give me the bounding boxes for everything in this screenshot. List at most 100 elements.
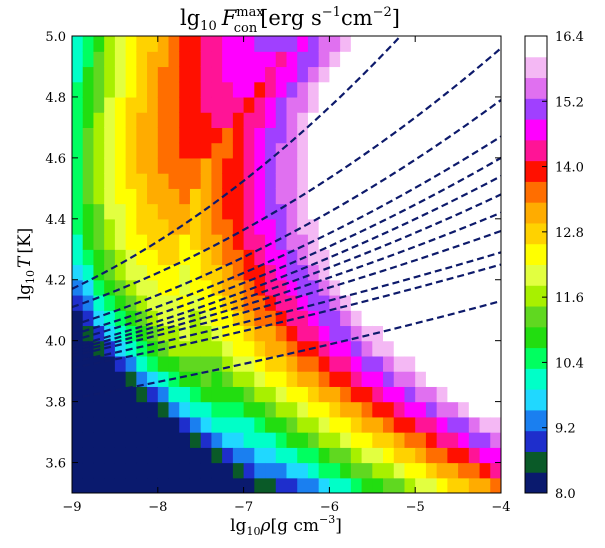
heatmap-cell <box>479 432 491 448</box>
heatmap-cell <box>350 218 363 235</box>
heatmap-cell <box>458 51 470 68</box>
heatmap-cell <box>222 294 234 311</box>
heatmap-cell <box>104 447 116 464</box>
heatmap-cell <box>243 218 255 235</box>
heatmap-cell <box>350 234 363 250</box>
heatmap-cell <box>458 142 470 159</box>
heatmap-cell <box>179 81 191 98</box>
colorbar-swatch <box>525 472 547 494</box>
heatmap-cell <box>222 310 234 327</box>
heatmap-cell <box>72 157 84 174</box>
heatmap-cell <box>232 234 245 250</box>
heatmap-cell <box>222 51 234 68</box>
heatmap-cell <box>179 294 191 311</box>
heatmap-cell <box>93 173 105 189</box>
heatmap-cell <box>232 340 245 357</box>
heatmap-cell <box>136 127 148 144</box>
heatmap-cell <box>72 81 84 98</box>
heatmap-cells <box>72 36 501 493</box>
heatmap-cell <box>415 66 427 83</box>
heatmap-cell <box>404 294 416 311</box>
heatmap-cell <box>265 416 277 433</box>
heatmap-cell <box>125 81 137 98</box>
heatmap-cell <box>329 264 341 281</box>
heatmap-cell <box>104 96 116 113</box>
heatmap-cell <box>372 127 384 144</box>
heatmap-cell <box>232 279 245 296</box>
heatmap-cell <box>211 51 223 68</box>
heatmap-cell <box>404 66 416 83</box>
heatmap-cell <box>72 447 84 464</box>
heatmap-cell <box>479 188 491 205</box>
ylabel-units: [K] <box>15 228 35 254</box>
heatmap-cell <box>200 310 213 327</box>
heatmap-cell <box>200 81 213 98</box>
colorbar-tick-label: 8.0 <box>555 487 576 502</box>
heatmap-cell <box>114 416 127 433</box>
heatmap-cell <box>458 294 470 311</box>
heatmap-cell <box>436 294 448 311</box>
heatmap-cell <box>93 96 105 113</box>
heatmap-cell <box>458 325 470 342</box>
heatmap-cell <box>307 66 320 83</box>
xlabel-units-close: ] <box>335 516 342 536</box>
heatmap-cell <box>211 203 223 220</box>
heatmap-cell <box>189 173 202 189</box>
heatmap-cell <box>372 173 384 189</box>
heatmap-cell <box>393 234 406 250</box>
heatmap-cell <box>232 294 245 311</box>
heatmap-cell <box>490 477 501 493</box>
heatmap-cell <box>425 81 438 98</box>
heatmap-cell <box>447 401 459 418</box>
heatmap-cell <box>307 386 320 403</box>
heatmap-cell <box>104 279 116 296</box>
heatmap-cell <box>361 157 373 174</box>
heatmap-cell <box>479 142 491 159</box>
heatmap-cell <box>425 36 438 52</box>
heatmap-cell <box>275 477 288 493</box>
heatmap-cell <box>329 416 341 433</box>
heatmap-cell <box>393 142 406 159</box>
heatmap-cell <box>189 51 202 68</box>
heatmap-cell <box>490 127 501 144</box>
heatmap-cell <box>147 188 159 205</box>
heatmap-cell <box>329 462 341 479</box>
heatmap-cell <box>393 325 406 342</box>
heatmap-cell <box>147 96 159 113</box>
title-units-open: [erg s <box>260 6 322 30</box>
heatmap-cell <box>200 401 213 418</box>
heatmap-cell <box>447 462 459 479</box>
heatmap-cell <box>179 157 191 174</box>
heatmap-cell <box>393 36 406 52</box>
heatmap-cell <box>425 173 438 189</box>
heatmap-cell <box>200 371 213 387</box>
heatmap-cell <box>93 264 105 281</box>
heatmap-cell <box>458 477 470 493</box>
heatmap-cell <box>179 279 191 296</box>
heatmap-cell <box>72 66 84 83</box>
heatmap-cell <box>383 386 395 403</box>
colorbar-tick-label: 16.4 <box>555 30 584 45</box>
heatmap-cell <box>211 142 223 159</box>
heatmap-cell <box>297 51 309 68</box>
heatmap-cell <box>458 386 470 403</box>
heatmap-cell <box>286 432 298 448</box>
heatmap-cell <box>415 371 427 387</box>
heatmap-cell <box>350 127 363 144</box>
heatmap-cell <box>125 51 137 68</box>
heatmap-cell <box>104 310 116 327</box>
heatmap-cell <box>125 477 137 493</box>
heatmap-cell <box>468 188 481 205</box>
heatmap-cell <box>425 310 438 327</box>
heatmap-cell <box>275 203 288 220</box>
heatmap-cell <box>479 416 491 433</box>
heatmap-cell <box>254 264 266 281</box>
y-tick-label: 4.6 <box>45 152 66 167</box>
heatmap-cell <box>297 36 309 52</box>
heatmap-cell <box>490 81 501 98</box>
heatmap-cell <box>189 432 202 448</box>
heatmap-cell <box>243 264 255 281</box>
heatmap-cell <box>114 264 127 281</box>
heatmap-cell <box>104 386 116 403</box>
